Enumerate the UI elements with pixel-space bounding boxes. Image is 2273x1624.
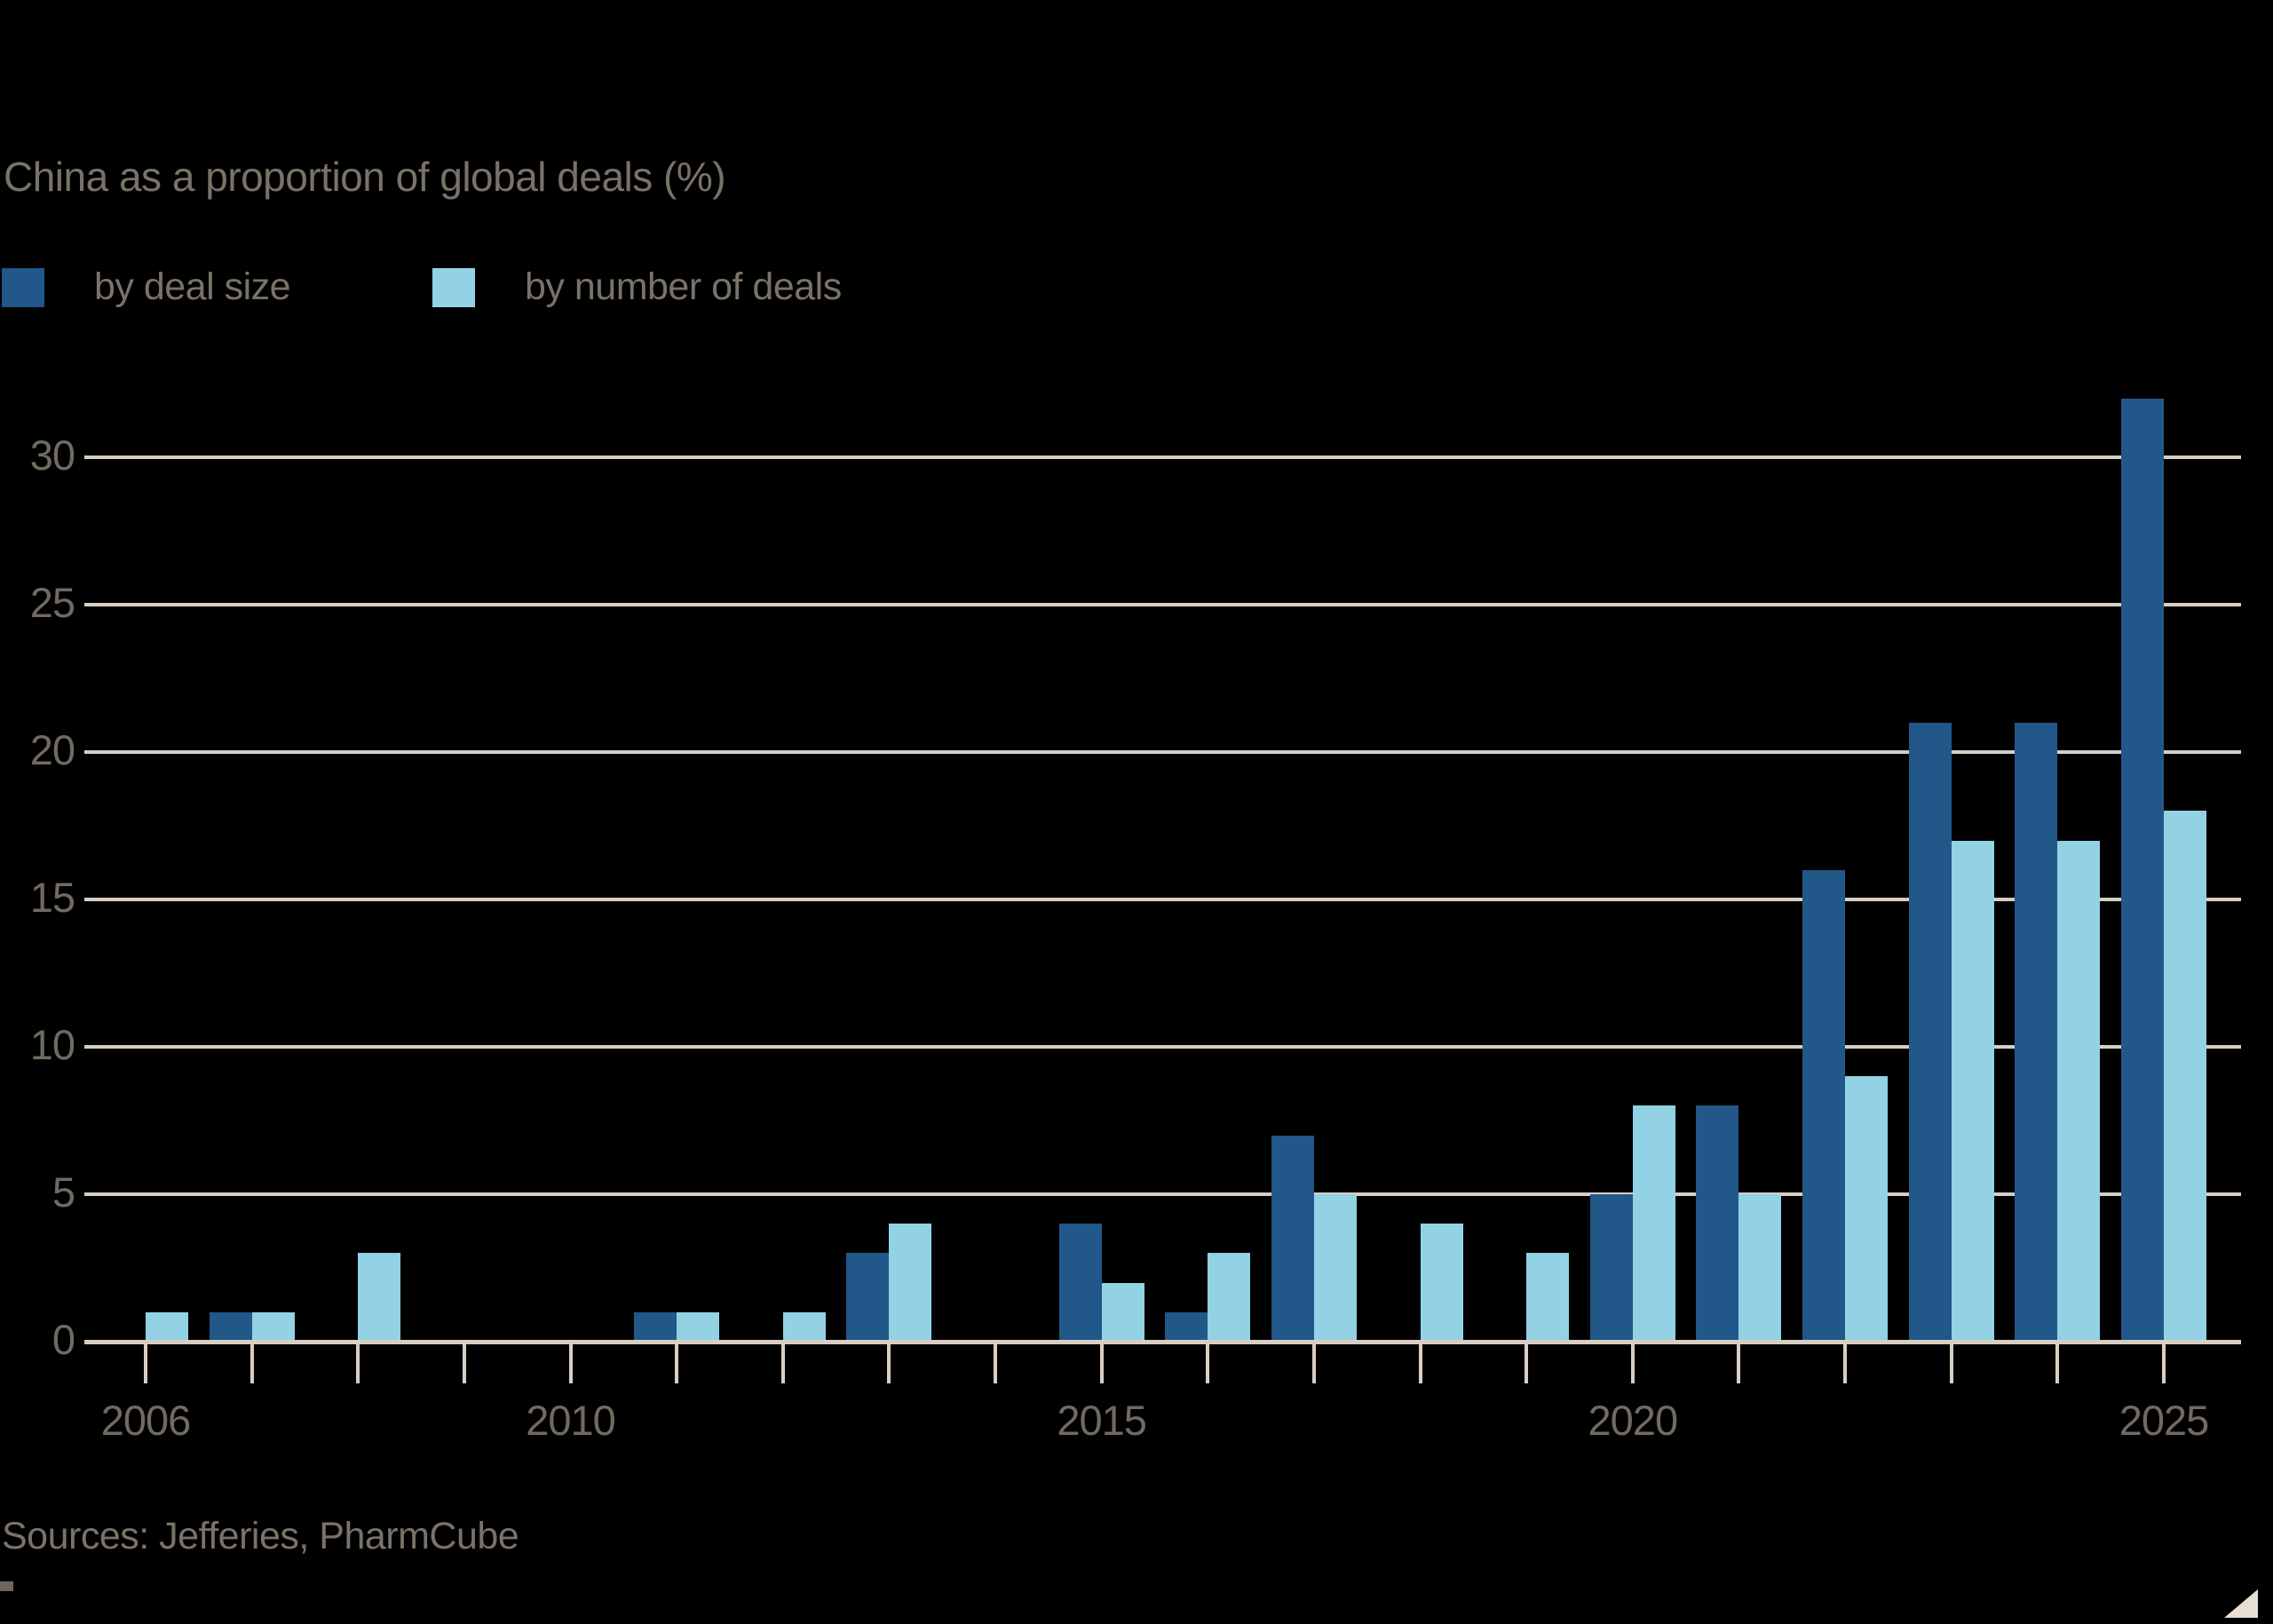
x-axis-tick bbox=[568, 1344, 573, 1383]
gridline bbox=[84, 603, 2241, 606]
bar-deal-size-2023 bbox=[1908, 722, 1952, 1340]
x-axis-tick bbox=[249, 1344, 254, 1383]
legend-item-number-of-deals: by number of deals bbox=[432, 265, 842, 309]
x-axis-tick bbox=[675, 1344, 679, 1383]
x-axis-tick bbox=[887, 1344, 891, 1383]
x-axis-label: 2006 bbox=[100, 1397, 192, 1444]
bar-number-of-deals-2019 bbox=[1526, 1253, 1570, 1340]
x-axis-label: 2020 bbox=[1588, 1397, 1679, 1444]
bar-number-of-deals-2021 bbox=[1738, 1194, 1782, 1340]
y-axis-label: 5 bbox=[51, 1168, 75, 1216]
bar-deal-size-2024 bbox=[2015, 722, 2058, 1340]
x-axis-line bbox=[84, 1340, 2241, 1344]
y-axis-label: 30 bbox=[29, 432, 75, 479]
x-axis-label: 2010 bbox=[526, 1397, 616, 1444]
legend-label-deal-size: by deal size bbox=[94, 265, 291, 308]
x-axis-tick bbox=[1737, 1344, 1741, 1383]
gridline bbox=[84, 1192, 2241, 1196]
footer-dash bbox=[0, 1581, 13, 1591]
bar-number-of-deals-2023 bbox=[1951, 840, 1994, 1340]
gridline bbox=[84, 456, 2241, 459]
bar-number-of-deals-2013 bbox=[889, 1224, 932, 1340]
bar-number-of-deals-2006 bbox=[146, 1311, 188, 1340]
x-axis-tick bbox=[1525, 1344, 1529, 1383]
chart-title: China as a proportion of global deals (%… bbox=[4, 154, 726, 200]
bar-number-of-deals-2015 bbox=[1101, 1282, 1144, 1340]
bar-number-of-deals-2007 bbox=[251, 1311, 295, 1340]
bar-number-of-deals-2018 bbox=[1420, 1224, 1463, 1340]
x-axis-tick bbox=[780, 1344, 785, 1383]
x-axis-tick bbox=[356, 1344, 360, 1383]
legend-swatch-number-of-deals-icon bbox=[432, 267, 475, 307]
legend-label-number-of-deals: by number of deals bbox=[525, 265, 842, 308]
x-axis-tick bbox=[462, 1344, 466, 1383]
y-axis-label: 0 bbox=[51, 1316, 75, 1363]
x-axis-tick bbox=[1206, 1344, 1210, 1383]
x-axis-tick bbox=[1843, 1344, 1848, 1383]
x-axis-tick bbox=[2161, 1344, 2166, 1383]
bar-deal-size-2013 bbox=[846, 1253, 890, 1340]
x-axis-tick bbox=[144, 1344, 147, 1383]
bar-deal-size-2007 bbox=[209, 1311, 252, 1340]
gridline bbox=[84, 898, 2241, 901]
x-axis-tick bbox=[1099, 1344, 1104, 1383]
x-axis-tick bbox=[1949, 1344, 1953, 1383]
bar-deal-size-2017 bbox=[1271, 1135, 1314, 1340]
bar-number-of-deals-2008 bbox=[358, 1253, 401, 1340]
gridline bbox=[84, 1045, 2241, 1049]
x-axis-label: 2015 bbox=[1057, 1397, 1147, 1444]
x-axis-tick bbox=[994, 1344, 998, 1383]
bar-deal-size-2011 bbox=[634, 1311, 677, 1340]
legend-swatch-deal-size-icon bbox=[2, 267, 44, 307]
bar-number-of-deals-2024 bbox=[2057, 840, 2101, 1340]
bar-deal-size-2015 bbox=[1058, 1224, 1102, 1340]
x-axis-tick bbox=[1311, 1344, 1316, 1383]
bar-number-of-deals-2025 bbox=[2163, 811, 2206, 1340]
legend-item-deal-size: by deal size bbox=[2, 265, 291, 309]
y-axis-label: 10 bbox=[29, 1021, 75, 1068]
bar-number-of-deals-2017 bbox=[1313, 1194, 1357, 1340]
bar-number-of-deals-2016 bbox=[1208, 1253, 1251, 1340]
bar-number-of-deals-2011 bbox=[677, 1311, 720, 1340]
y-axis-label: 20 bbox=[29, 726, 75, 773]
bar-number-of-deals-2020 bbox=[1632, 1105, 1675, 1340]
source-note: Sources: Jefferies, PharmCube bbox=[2, 1515, 519, 1557]
x-axis-tick bbox=[1630, 1344, 1635, 1383]
gridline bbox=[84, 750, 2241, 754]
bar-deal-size-2025 bbox=[2120, 398, 2164, 1340]
x-axis-tick bbox=[2055, 1344, 2060, 1383]
bar-deal-size-2021 bbox=[1696, 1105, 1739, 1340]
y-axis-label: 15 bbox=[29, 874, 75, 921]
bar-deal-size-2020 bbox=[1589, 1194, 1633, 1340]
y-axis-label: 25 bbox=[29, 579, 75, 626]
x-axis-tick bbox=[1418, 1344, 1422, 1383]
bar-number-of-deals-2022 bbox=[1845, 1076, 1889, 1340]
bar-number-of-deals-2012 bbox=[782, 1311, 826, 1340]
bar-deal-size-2016 bbox=[1165, 1311, 1208, 1340]
x-axis-label: 2025 bbox=[2119, 1397, 2210, 1444]
bar-deal-size-2022 bbox=[1802, 869, 1846, 1340]
corner-triangle-icon bbox=[2224, 1589, 2258, 1618]
